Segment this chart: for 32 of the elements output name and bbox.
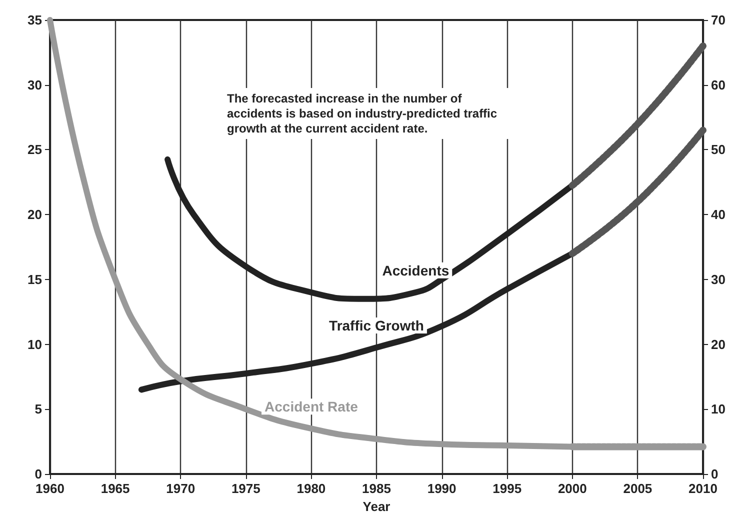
x-tick-label: 1970 bbox=[166, 481, 196, 496]
x-tick-label: 1990 bbox=[427, 481, 456, 496]
y2-tick-label: 20 bbox=[711, 336, 726, 352]
y-tick-label: 20 bbox=[28, 207, 42, 222]
y2-tick-label: 0 bbox=[711, 466, 718, 482]
x-tick-label: 1980 bbox=[296, 481, 326, 496]
x-tick-label: 2010 bbox=[688, 481, 718, 496]
y-tick-label: 10 bbox=[28, 336, 42, 352]
x-tick-label: 2005 bbox=[623, 481, 652, 496]
y-tick-label: 25 bbox=[28, 142, 42, 158]
y2-tick-label: 60 bbox=[711, 77, 726, 92]
x-tick-label: 1975 bbox=[231, 481, 260, 496]
series-label: Traffic Growth bbox=[329, 318, 424, 334]
y-tick-label: 0 bbox=[34, 466, 42, 482]
y-tick-label: 15 bbox=[28, 272, 42, 287]
x-tick-label: 1965 bbox=[100, 481, 130, 496]
y2-tick-label: 10 bbox=[711, 402, 726, 417]
y2-tick-label: 50 bbox=[711, 142, 726, 158]
x-tick-label: 1985 bbox=[362, 481, 391, 496]
x-tick-label: 1960 bbox=[36, 481, 64, 496]
annotation: The forecasted increase in the number of accidents is based on industry-predicted traffic growth at the current accident rate. bbox=[227, 92, 500, 136]
x-tick-label: 2000 bbox=[558, 481, 587, 496]
y-tick-label: 30 bbox=[28, 77, 42, 92]
series-label: Accident Rate bbox=[264, 398, 358, 415]
series-label: Accidents bbox=[382, 262, 450, 278]
y-tick-label: 5 bbox=[34, 402, 42, 417]
y2-tick-label: 30 bbox=[711, 272, 726, 287]
x-axis-title: Year bbox=[362, 498, 390, 514]
y2-tick-label: 40 bbox=[711, 207, 726, 222]
y-tick-label: 35 bbox=[28, 12, 42, 28]
y2-tick-label: 70 bbox=[711, 12, 726, 28]
x-tick-label: 1995 bbox=[492, 481, 522, 496]
